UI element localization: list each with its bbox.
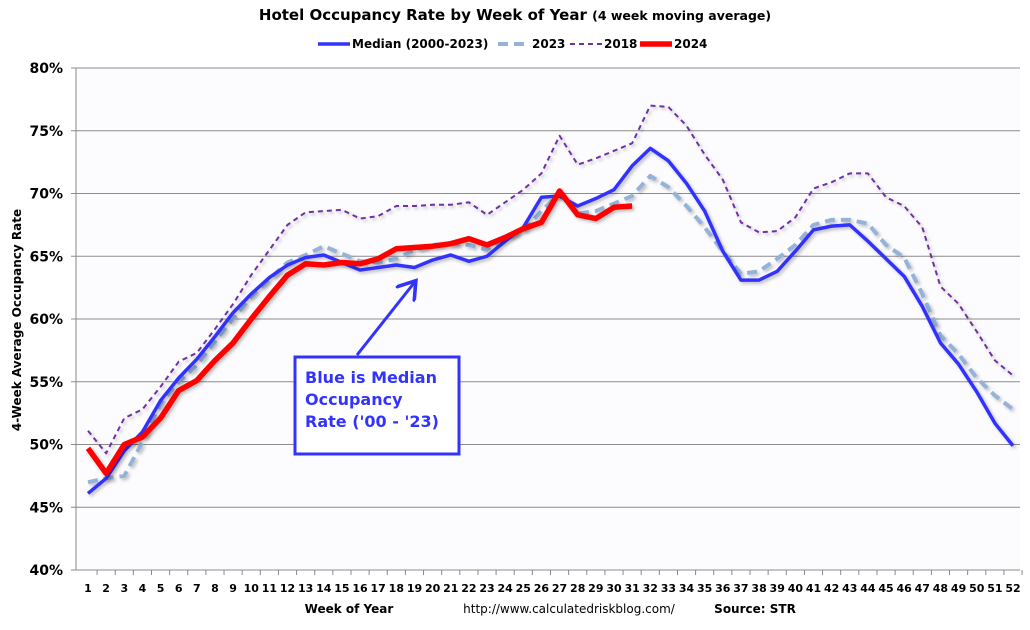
x-tick-label: 33 bbox=[661, 582, 676, 595]
legend-label: 2023 bbox=[532, 37, 565, 51]
x-tick-label: 29 bbox=[588, 582, 603, 595]
y-tick-label: 75% bbox=[29, 124, 63, 140]
y-tick-label: 50% bbox=[29, 438, 63, 454]
x-tick-label: 44 bbox=[860, 582, 876, 595]
annotation-line-2: Occupancy bbox=[305, 390, 403, 409]
y-tick-label: 45% bbox=[29, 500, 63, 516]
annotation-arrow bbox=[355, 283, 414, 356]
x-tick-label: 14 bbox=[316, 582, 332, 595]
x-tick-label: 7 bbox=[193, 582, 201, 595]
source-url: http://www.calculatedriskblog.com/ bbox=[463, 602, 676, 616]
y-tick-label: 55% bbox=[29, 375, 63, 391]
chart-title: Hotel Occupancy Rate by Week of Year (4 … bbox=[259, 6, 771, 24]
x-tick-label: 2 bbox=[102, 582, 110, 595]
x-tick-label: 25 bbox=[516, 582, 531, 595]
x-tick-label: 24 bbox=[498, 582, 514, 595]
annotation-box bbox=[293, 355, 461, 456]
y-tick-label: 60% bbox=[29, 312, 63, 328]
series-line-2018 bbox=[87, 104, 1014, 455]
title-main: Hotel Occupancy Rate by Week of Year bbox=[259, 6, 588, 24]
x-tick-label: 11 bbox=[262, 582, 277, 595]
y-tick-label: 80% bbox=[29, 61, 63, 77]
x-tick-label: 8 bbox=[211, 582, 219, 595]
x-tick-label: 45 bbox=[878, 582, 893, 595]
series-line-2024 bbox=[85, 188, 633, 477]
x-axis-label: Week of Year bbox=[305, 602, 394, 616]
series-line-median-2000-2023- bbox=[86, 146, 1015, 495]
x-tick-label: 1 bbox=[84, 582, 92, 595]
x-tick-label: 27 bbox=[552, 582, 567, 595]
y-axis-label: 4-Week Average Occupancy Rate bbox=[10, 209, 24, 431]
x-tick-label: 20 bbox=[425, 582, 441, 595]
legend: Median (2000-2023) 2023 2018 2024 bbox=[318, 37, 707, 51]
x-tick-label: 42 bbox=[824, 582, 839, 595]
x-tick-label: 41 bbox=[806, 582, 821, 595]
x-tick-label: 26 bbox=[534, 582, 550, 595]
x-tick-label: 13 bbox=[298, 582, 313, 595]
y-tick-label: 40% bbox=[29, 563, 63, 579]
x-tick-label: 5 bbox=[157, 582, 165, 595]
x-tick-label: 4 bbox=[139, 582, 147, 595]
y-tick-label: 70% bbox=[29, 187, 63, 203]
y-tick-label: 65% bbox=[29, 249, 63, 265]
x-tick-label: 46 bbox=[897, 582, 913, 595]
title-subtitle: (4 week moving average) bbox=[592, 8, 771, 23]
legend-label: 2024 bbox=[674, 37, 707, 51]
x-tick-label: 32 bbox=[643, 582, 658, 595]
x-tick-label: 36 bbox=[715, 582, 731, 595]
x-tick-label: 31 bbox=[624, 582, 639, 595]
x-tick-label: 21 bbox=[443, 582, 458, 595]
x-tick-label: 9 bbox=[229, 582, 237, 595]
x-tick-label: 22 bbox=[461, 582, 476, 595]
annotation-line-3: Rate ('00 - '23) bbox=[305, 412, 439, 431]
x-tick-label: 23 bbox=[479, 582, 494, 595]
x-tick-label: 40 bbox=[788, 582, 804, 595]
x-tick-label: 48 bbox=[933, 582, 948, 595]
x-tick-label: 39 bbox=[770, 582, 785, 595]
source-label: Source: STR bbox=[714, 602, 796, 616]
x-tick-label: 30 bbox=[606, 582, 622, 595]
x-tick-label: 17 bbox=[371, 582, 386, 595]
x-tick-label: 49 bbox=[951, 582, 966, 595]
x-tick-label: 47 bbox=[915, 582, 930, 595]
x-tick-label: 15 bbox=[334, 582, 349, 595]
x-tick-label: 3 bbox=[120, 582, 128, 595]
legend-label: 2018 bbox=[604, 37, 637, 51]
x-tick-label: 28 bbox=[570, 582, 585, 595]
x-tick-label: 6 bbox=[175, 582, 183, 595]
x-tick-label: 43 bbox=[842, 582, 857, 595]
legend-label: Median (2000-2023) bbox=[352, 37, 488, 51]
x-tick-label: 18 bbox=[389, 582, 404, 595]
annotation-line-1: Blue is Median bbox=[305, 368, 437, 387]
x-tick-label: 52 bbox=[1005, 582, 1020, 595]
x-tick-label: 12 bbox=[280, 582, 295, 595]
x-tick-label: 35 bbox=[697, 582, 712, 595]
x-tick-label: 38 bbox=[751, 582, 766, 595]
x-tick-label: 34 bbox=[679, 582, 695, 595]
x-tick-label: 50 bbox=[969, 582, 985, 595]
x-tick-label: 19 bbox=[407, 582, 422, 595]
x-tick-label: 51 bbox=[987, 582, 1002, 595]
x-tick-label: 10 bbox=[244, 582, 260, 595]
x-tick-label: 16 bbox=[352, 582, 368, 595]
x-tick-label: 37 bbox=[733, 582, 748, 595]
